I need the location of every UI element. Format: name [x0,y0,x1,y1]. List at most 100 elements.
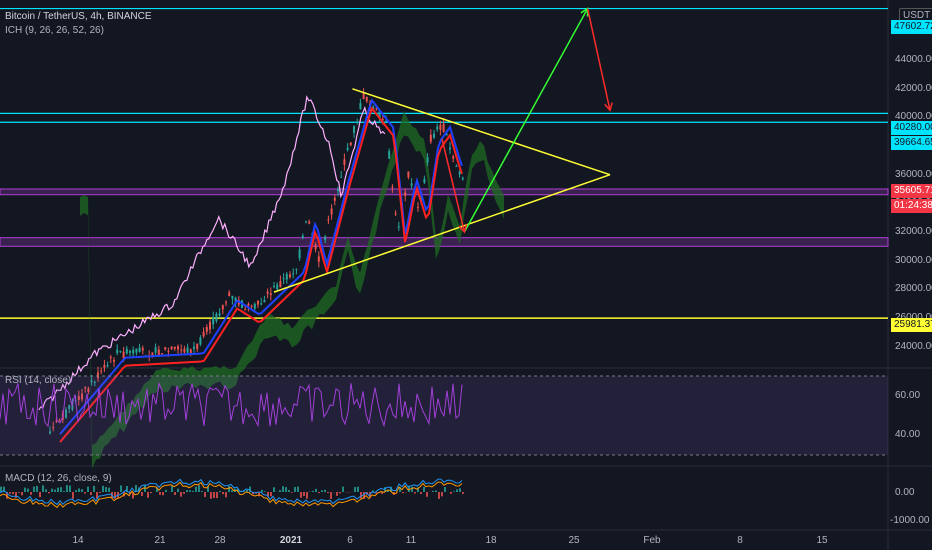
rsi-legend[interactable]: RSI (14, close) [5,375,72,386]
candle-body [183,348,186,353]
ichimoku-legend[interactable]: ICH (9, 26, 26, 52, 26) [5,25,104,36]
candle-body [205,327,208,332]
macd-histogram-bar [180,492,182,497]
candle-body [189,349,192,354]
candle-body [455,165,458,167]
macd-histogram-bar [45,489,47,492]
candle-body [330,208,333,215]
candle-body [193,346,195,349]
macd-histogram-bar [273,487,275,492]
macd-histogram-bar [96,492,98,499]
macd-histogram-bar [18,492,20,493]
candle-body [458,171,461,175]
price-tick: 36000.00 [895,168,932,180]
rsi-tick-40: 40.00 [895,429,921,440]
candle-body [109,357,112,359]
candle-body [337,189,339,192]
time-tick: 2021 [279,535,303,546]
candle-body [119,350,122,352]
macd-histogram-bar [270,492,272,497]
candle-body [449,147,451,150]
macd-histogram-bar [192,490,194,492]
price-tag-upper1: 40280.00 [891,121,932,135]
macd-histogram-bar [48,492,50,494]
macd-histogram-bar [132,492,134,499]
macd-legend[interactable]: MACD (12, 26, close, 9) [5,473,112,484]
candle-body [397,226,400,228]
macd-histogram-bar [399,487,401,492]
candle-body [186,347,189,353]
candle-body [333,197,336,201]
macd-histogram-bar [84,492,86,494]
price-tag-upper2: 39664.65 [891,136,932,150]
candle-body [404,192,407,196]
candle-body [234,297,237,302]
macd-histogram-bar [324,489,326,492]
candle-body [231,295,234,299]
lagging-span-line [38,95,386,411]
macd-histogram-bar [36,485,38,492]
candle-body [417,206,419,208]
candle-body [209,321,211,330]
macd-histogram-bar [216,492,218,499]
chart-symbol-title[interactable]: Bitcoin / TetherUS, 4h, BINANCE [5,11,152,22]
candle-body [413,191,416,194]
candle-body [340,176,343,178]
macd-histogram-bar [441,492,443,497]
candle-body [100,370,103,372]
candle-body [250,305,253,307]
candle-body [279,281,282,288]
macd-histogram-bar [336,492,338,496]
macd-histogram-bar [210,492,212,499]
macd-histogram-bar [159,492,161,495]
candle-body [218,313,221,316]
candle-body [327,219,330,221]
macd-histogram-bar [15,492,17,498]
time-tick: 25 [568,535,580,546]
trend-drawings[interactable] [273,7,613,293]
candle-body [385,121,387,123]
candle-body [301,235,304,238]
price-tick: 30000.00 [895,254,932,266]
macd-histogram-bar [177,488,179,492]
macd-histogram-bar [342,486,344,492]
macd-histogram-bar [189,490,191,492]
macd-histogram-bar [264,491,266,492]
candle-body [49,431,51,434]
macd-histogram-bar [144,485,146,492]
macd-histogram-bar [165,489,167,492]
macd-histogram-bar [120,485,122,492]
candle-body [125,348,128,354]
macd-histogram-bar [252,492,254,495]
macd-histogram-bar [228,485,230,492]
macd-histogram-bar [408,485,410,492]
candle-body [167,350,170,352]
macd-histogram-bar [72,492,74,499]
candle-body [225,302,227,304]
macd-histogram-bar [147,492,149,498]
macd-histogram-bar [384,487,386,492]
macd-histogram-bar [129,492,131,495]
price-tick: 24000.00 [895,340,932,352]
macd-histogram-bar [33,486,35,492]
price-tag-support: 25981.37 [891,318,932,332]
macd-histogram-bar [438,492,440,499]
macd-histogram-bar [300,492,302,498]
green-up-arrow-head [580,7,589,17]
candle-body [436,126,439,130]
candle-body [362,92,365,100]
macd-histogram-bar [69,485,71,492]
macd-histogram-bar [213,492,215,499]
horizontal-levels[interactable] [0,7,889,319]
candle-body [276,284,279,290]
macd-histogram-bar [105,487,107,492]
candle-body [154,347,157,353]
price-tick: 26000.00 [895,312,932,323]
candle-body [269,293,272,296]
candle-body [84,387,87,389]
macd-histogram-bar [423,486,425,492]
macd-histogram-bar [435,490,437,492]
candle-body [305,221,307,223]
